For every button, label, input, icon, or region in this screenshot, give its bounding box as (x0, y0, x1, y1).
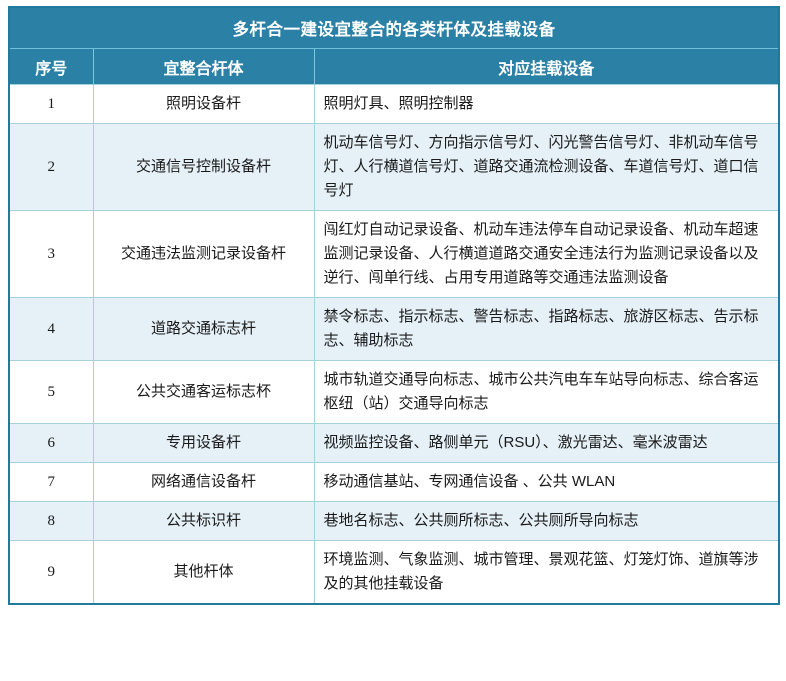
table-row: 7 网络通信设备杆 移动通信基站、专网通信设备 、公共 WLAN (8, 462, 780, 502)
cell-index: 6 (8, 423, 94, 463)
table-header-row: 序号 宜整合杆体 对应挂载设备 (9, 48, 780, 85)
cell-pole-type: 交通信号控制设备杆 (92, 123, 315, 211)
cell-index: 2 (8, 123, 94, 211)
table-row: 8 公共标识杆 巷地名标志、公共厕所标志、公共厕所导向标志 (8, 501, 780, 541)
column-header-equipment: 对应挂载设备 (313, 48, 780, 85)
cell-mounted-equipment: 机动车信号灯、方向指示信号灯、闪光警告信号灯、非机动车信号灯、人行横道信号灯、道… (313, 123, 780, 211)
cell-index: 9 (8, 540, 94, 605)
table-row: 5 公共交通客运标志杯 城市轨道交通导向标志、城市公共汽电车车站导向标志、综合客运枢… (8, 360, 780, 424)
table-row: 1 照明设备杆 照明灯具、照明控制器 (8, 84, 780, 124)
cell-pole-type: 照明设备杆 (92, 84, 315, 124)
cell-mounted-equipment: 禁令标志、指示标志、警告标志、指路标志、旅游区标志、告示标志、辅助标志 (313, 297, 780, 361)
cell-pole-type: 网络通信设备杆 (92, 462, 315, 502)
cell-index: 8 (8, 501, 94, 541)
table-row: 4 道路交通标志杆 禁令标志、指示标志、警告标志、指路标志、旅游区标志、告示标志、辅… (8, 297, 780, 361)
table-head: 多杆合一建设宜整合的各类杆体及挂载设备 序号 宜整合杆体 对应挂载设备 (9, 7, 780, 85)
cell-index: 4 (8, 297, 94, 361)
cell-mounted-equipment: 移动通信基站、专网通信设备 、公共 WLAN (313, 462, 780, 502)
cell-mounted-equipment: 视频监控设备、路侧单元（RSU）、激光雷达、毫米波雷达 (313, 423, 780, 463)
cell-mounted-equipment: 环境监测、气象监测、城市管理、景观花篮、灯笼灯饰、道旗等涉及的其他挂载设备 (313, 540, 780, 605)
cell-mounted-equipment: 闯红灯自动记录设备、机动车违法停车自动记录设备、机动车超速监测记录设备、人行横道… (313, 210, 780, 298)
cell-pole-type: 公共标识杆 (92, 501, 315, 541)
cell-index: 7 (8, 462, 94, 502)
cell-pole-type: 交通违法监测记录设备杆 (92, 210, 315, 298)
table-row: 6 专用设备杆 视频监控设备、路侧单元（RSU）、激光雷达、毫米波雷达 (8, 423, 780, 463)
table-row: 9 其他杆体 环境监测、气象监测、城市管理、景观花篮、灯笼灯饰、道旗等涉及的其他挂载… (8, 540, 780, 605)
cell-index: 1 (8, 84, 94, 124)
table-title: 多杆合一建设宜整合的各类杆体及挂载设备 (9, 7, 780, 49)
cell-pole-type: 公共交通客运标志杯 (92, 360, 315, 424)
cell-pole-type: 道路交通标志杆 (92, 297, 315, 361)
pole-equipment-table: 多杆合一建设宜整合的各类杆体及挂载设备 序号 宜整合杆体 对应挂载设备 1 照明设… (8, 6, 781, 605)
cell-pole-type: 专用设备杆 (92, 423, 315, 463)
cell-pole-type: 其他杆体 (92, 540, 315, 605)
table-row: 3 交通违法监测记录设备杆 闯红灯自动记录设备、机动车违法停车自动记录设备、机动车超… (8, 210, 780, 298)
table-title-row: 多杆合一建设宜整合的各类杆体及挂载设备 (9, 7, 780, 49)
table-row: 2 交通信号控制设备杆 机动车信号灯、方向指示信号灯、闪光警告信号灯、非机动车信号灯… (8, 123, 780, 211)
cell-index: 5 (8, 360, 94, 424)
table-body: 1 照明设备杆 照明灯具、照明控制器 2 交通信号控制设备杆 机动车信号灯、方向指示信号灯… (8, 84, 780, 605)
cell-mounted-equipment: 巷地名标志、公共厕所标志、公共厕所导向标志 (313, 501, 780, 541)
column-header-pole: 宜整合杆体 (92, 48, 314, 85)
cell-mounted-equipment: 城市轨道交通导向标志、城市公共汽电车车站导向标志、综合客运枢纽（站）交通导向标志 (313, 360, 780, 424)
cell-mounted-equipment: 照明灯具、照明控制器 (313, 84, 780, 124)
column-header-index: 序号 (9, 48, 93, 85)
cell-index: 3 (8, 210, 94, 298)
